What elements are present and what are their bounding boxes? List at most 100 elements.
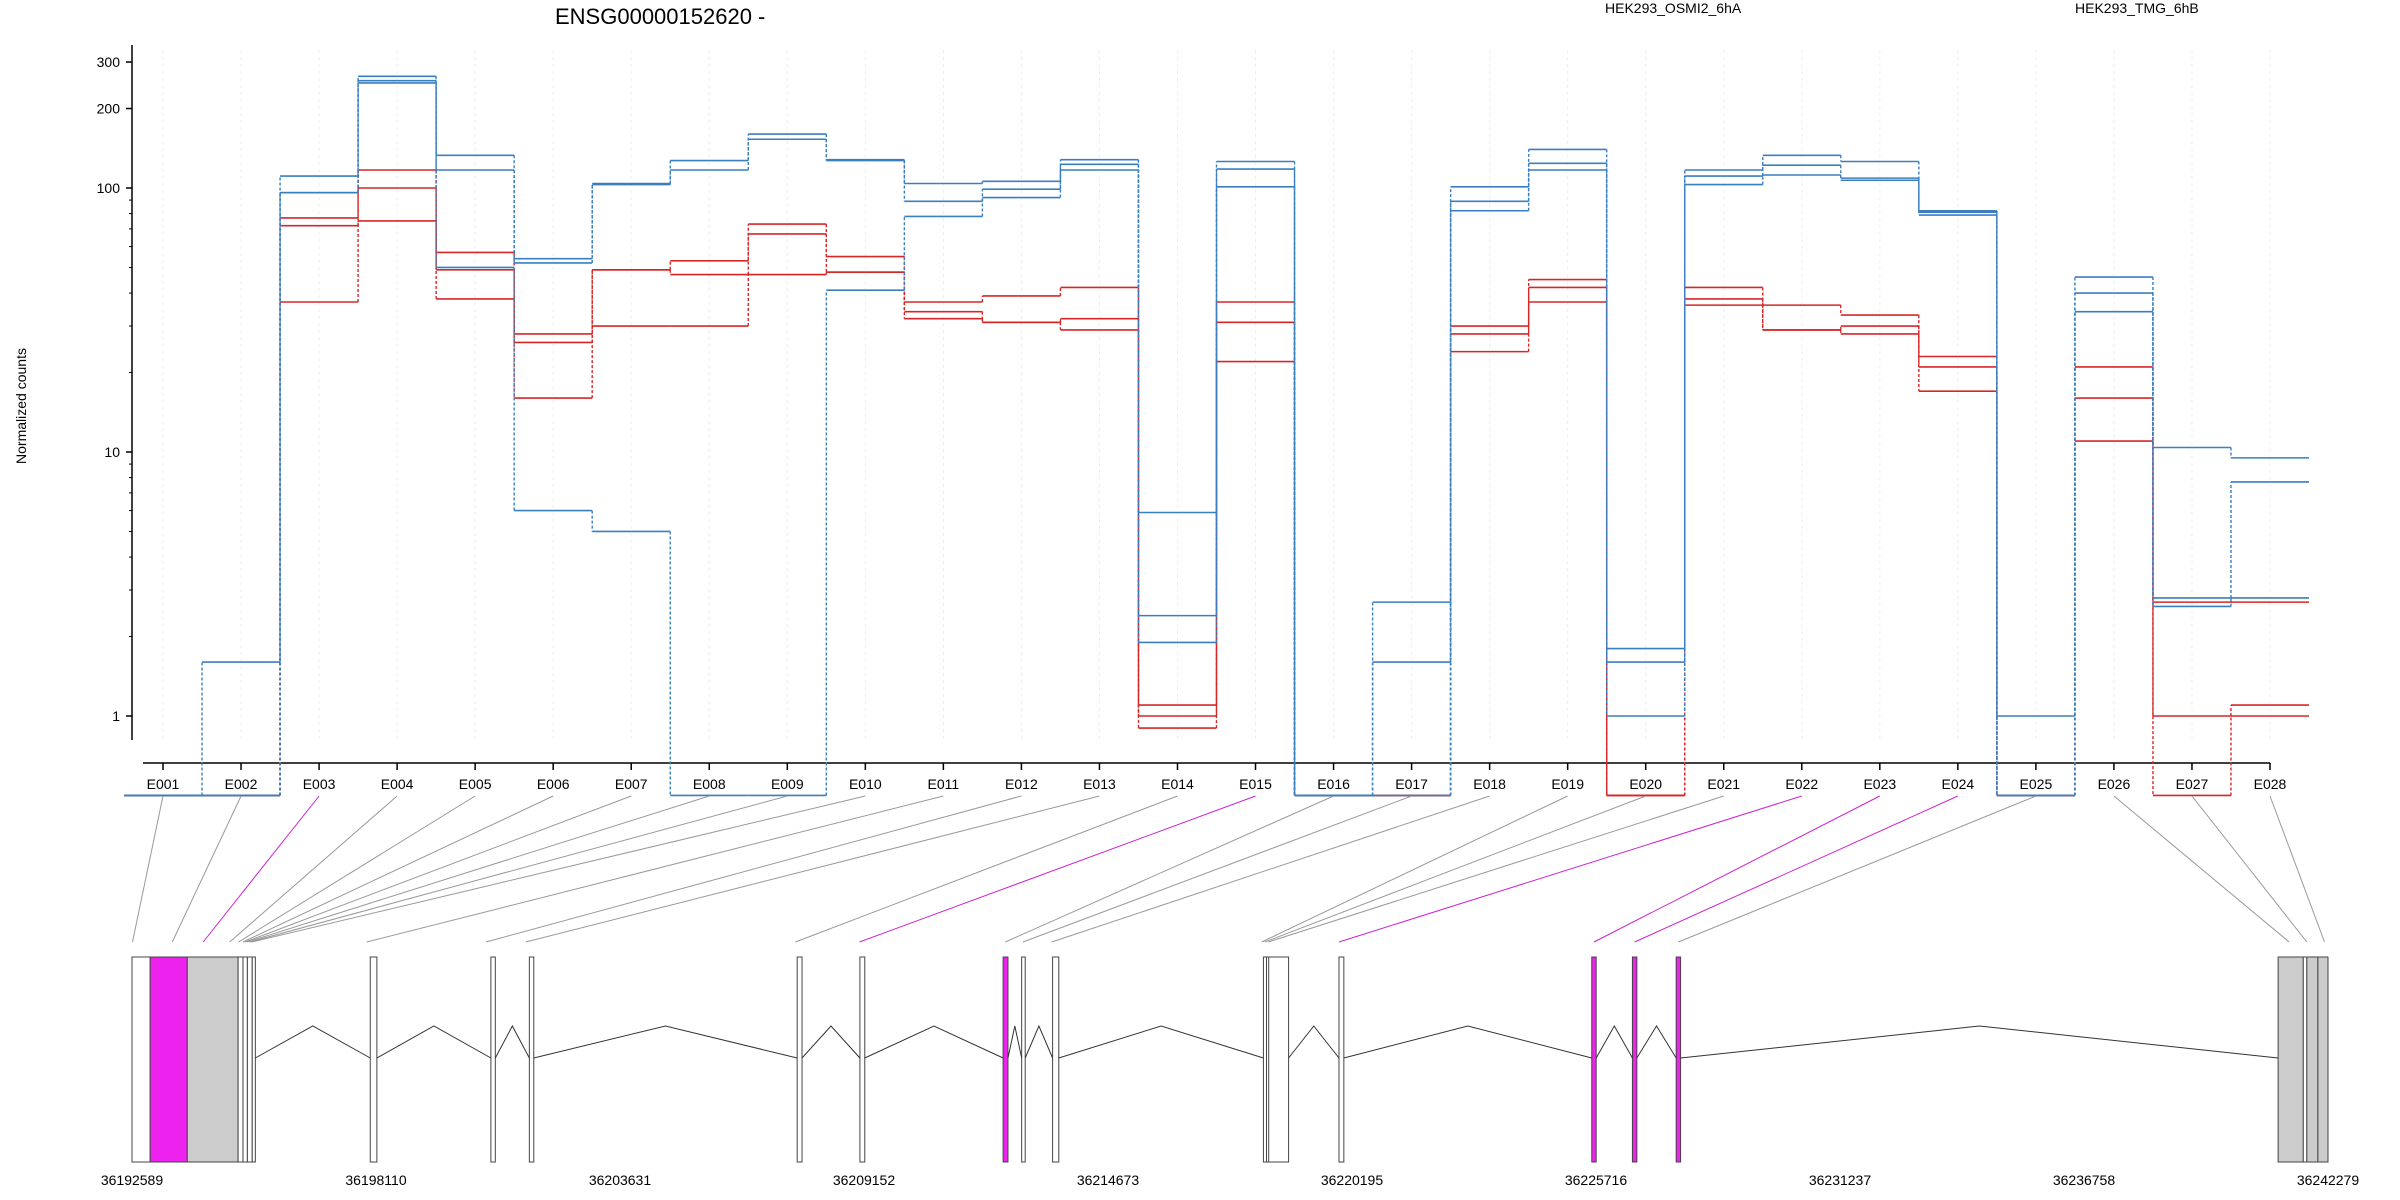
- exon-connector: [2269, 795, 2325, 943]
- exon-label: E014: [1161, 776, 1194, 792]
- exon-label: E013: [1083, 776, 1116, 792]
- exon-connector: [1593, 795, 1881, 943]
- gene-exon-block: [528, 956, 535, 1163]
- intron-line: [533, 1025, 798, 1059]
- exon-connector: [1264, 795, 1646, 943]
- exon-label: E025: [2020, 776, 2053, 792]
- gene-exon-block: [1268, 956, 1290, 1163]
- gene-model: 36192589 36198110 36203631 36209152 36214673…: [101, 956, 2360, 1188]
- coordinate-label: 36192589: [101, 1172, 164, 1188]
- exon-label: E028: [2254, 776, 2287, 792]
- coordinate-label: 36214673: [1077, 1172, 1140, 1188]
- intron-line: [801, 1025, 861, 1059]
- exon-label: E026: [2098, 776, 2131, 792]
- gene-exon-block: [186, 956, 239, 1163]
- gene-exon-block: [490, 956, 496, 1163]
- gene-exon-block: [859, 956, 866, 1163]
- intron-line: [1343, 1025, 1592, 1059]
- exon-connector: [171, 795, 242, 943]
- exon-label: E005: [459, 776, 492, 792]
- gene-exon-block: [1002, 956, 1009, 1163]
- gene-exon-block: [2306, 956, 2319, 1163]
- legend-label-b: HEK293_TMG_6hB: [2075, 0, 2199, 16]
- exon-label: E022: [1785, 776, 1818, 792]
- exon-connector: [1268, 795, 1724, 943]
- exon-connector: [238, 795, 476, 943]
- exon-label: E020: [1629, 776, 1662, 792]
- exon-connector: [2113, 795, 2290, 943]
- intron-line: [1024, 1024, 1054, 1059]
- exon-label: E003: [303, 776, 336, 792]
- coordinate-label: 36198110: [345, 1172, 406, 1188]
- gene-exon-block: [251, 956, 256, 1163]
- exon-connector: [1634, 795, 1959, 943]
- coordinate-label: 36225716: [1565, 1172, 1628, 1188]
- exon-connector: [795, 795, 1178, 943]
- exon-connector: [525, 795, 1100, 943]
- exon-label: E023: [1863, 776, 1896, 792]
- exon-connector: [485, 795, 1022, 943]
- exon-label: E017: [1395, 776, 1428, 792]
- exon-connector: [251, 795, 866, 943]
- exon-connector: [1005, 795, 1334, 943]
- intron-line: [1288, 1025, 1340, 1059]
- exon-connector: [1022, 795, 1412, 943]
- gene-exon-block: [149, 956, 188, 1163]
- exon-connector: [1678, 795, 2037, 943]
- exon-connector: [202, 795, 320, 943]
- exon-connector: [1261, 795, 1568, 943]
- exon-connector: [229, 795, 398, 943]
- coordinate-label: 36209152: [833, 1172, 896, 1188]
- gene-exon-block: [1631, 956, 1638, 1163]
- gene-exon-block: [1338, 956, 1345, 1163]
- gene-exon-block: [1675, 956, 1682, 1163]
- gene-exon-block: [2317, 956, 2329, 1163]
- exon-label: E027: [2176, 776, 2209, 792]
- gene-exon-block: [131, 956, 151, 1163]
- exon-connector: [1338, 795, 1802, 943]
- exon-connector: [247, 795, 710, 943]
- axis-layer: 1 10 100 200 300 E001 E002 E003 E004 E005 E006 E007…: [97, 45, 2287, 792]
- exon-connector: [2191, 795, 2308, 943]
- exon-label: E006: [537, 776, 570, 792]
- y-tick-label: 10: [104, 444, 120, 460]
- intron-line: [1636, 1025, 1677, 1059]
- series-layer: [124, 75, 2309, 797]
- exon-label: E015: [1239, 776, 1272, 792]
- exon-label: E011: [928, 776, 960, 792]
- y-tick-label: 100: [97, 180, 121, 196]
- exon-label: E012: [1005, 776, 1038, 792]
- exon-label: E001: [147, 776, 180, 792]
- gene-exon-block: [2277, 956, 2304, 1163]
- intron-line: [494, 1024, 530, 1059]
- y-tick-label: 300: [97, 54, 121, 70]
- exon-label: E024: [1942, 776, 1975, 792]
- exon-label: E009: [771, 776, 804, 792]
- gene-exon-block: [1021, 956, 1026, 1163]
- exon-connector: [242, 795, 554, 943]
- gene-exon-block: [242, 956, 248, 1163]
- exon-label: E010: [849, 776, 882, 792]
- gene-exon-block: [369, 956, 378, 1163]
- coordinate-label: 36231237: [1809, 1172, 1872, 1188]
- exon-label: E016: [1317, 776, 1350, 792]
- exon-label: E021: [1707, 776, 1740, 792]
- gene-exon-block: [2302, 956, 2308, 1163]
- gene-exon-block: [237, 956, 244, 1163]
- intron-line: [1680, 1025, 2279, 1059]
- gene-exon-block: [796, 956, 803, 1163]
- y-tick-label: 200: [97, 101, 121, 117]
- exon-connector: [1051, 795, 1490, 943]
- coordinate-label: 36242279: [2297, 1172, 2360, 1188]
- exon-label: E002: [225, 776, 258, 792]
- intron-line: [255, 1025, 371, 1059]
- intron-line: [376, 1025, 492, 1059]
- exon-connector: [245, 795, 632, 943]
- exon-connector: [859, 795, 1256, 943]
- grid-layer: [162, 50, 2271, 740]
- intron-line: [1007, 1025, 1023, 1059]
- intron-line: [864, 1025, 1004, 1059]
- exon-connector: [366, 795, 944, 943]
- intron-line: [1058, 1025, 1264, 1059]
